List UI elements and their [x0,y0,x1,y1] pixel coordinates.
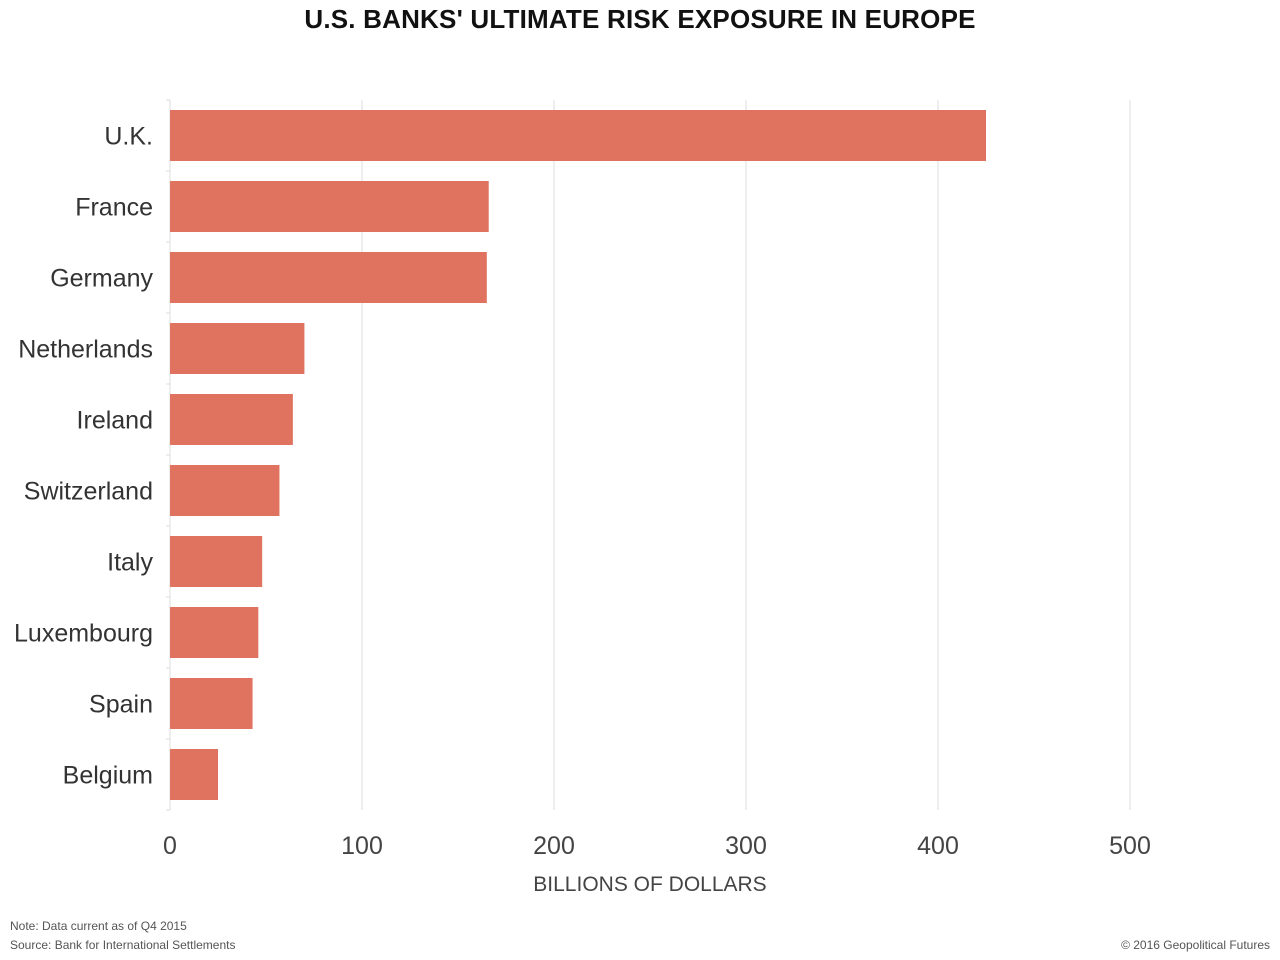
bar [170,323,305,374]
category-label: U.K. [104,123,153,151]
bar [170,678,253,729]
note-text: Note: Data current as of Q4 2015 [10,919,187,933]
bar [170,607,259,658]
x-tick-labels: 0 100 200 300 400 500 [163,832,1151,860]
copyright-text: © 2016 Geopolitical Futures [1121,938,1270,952]
category-label: Italy [107,549,153,577]
x-tick-label: 300 [725,832,767,860]
x-tick-label: 200 [533,832,575,860]
bar [170,749,218,800]
bar [170,252,487,303]
bar [170,394,293,445]
chart-title: U.S. BANKS' ULTIMATE RISK EXPOSURE IN EU… [304,4,976,34]
category-label: Belgium [63,762,153,790]
category-label: France [75,194,153,222]
category-label: Ireland [77,407,153,435]
category-label: Luxembourg [14,620,153,648]
category-label: Spain [89,691,153,719]
bar [170,110,986,161]
x-tick-label: 0 [163,832,177,860]
bars [170,110,986,800]
bar [170,181,489,232]
category-label: Switzerland [24,478,153,506]
x-tick-label: 100 [341,832,383,860]
source-text: Source: Bank for International Settlemen… [10,938,236,952]
bar [170,536,263,587]
category-label: Germany [50,265,153,293]
x-axis-label: BILLIONS OF DOLLARS [533,873,766,896]
bar [170,465,280,516]
x-tick-label: 400 [917,832,959,860]
category-labels: U.K. France Germany Netherlands Ireland Switz… [14,123,153,790]
x-tick-label: 500 [1109,832,1151,860]
category-label: Netherlands [18,336,153,364]
